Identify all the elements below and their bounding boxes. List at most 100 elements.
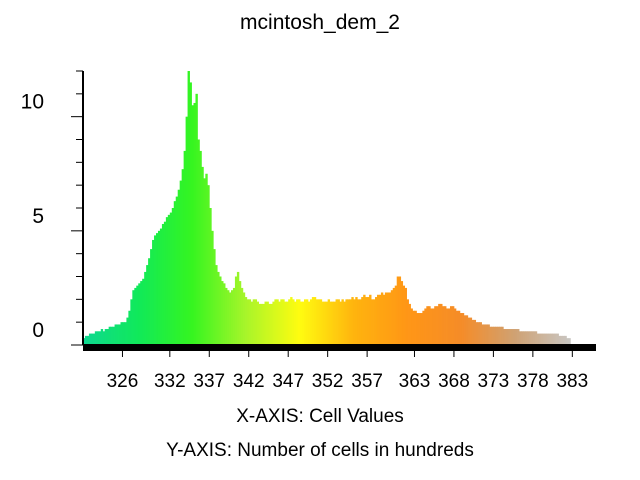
histogram-bar xyxy=(422,310,425,345)
histogram-bar xyxy=(303,299,307,345)
histogram-bar xyxy=(357,299,360,345)
histogram-bar xyxy=(455,310,459,345)
histogram-bar xyxy=(517,329,520,345)
histogram-bar xyxy=(495,326,498,345)
histogram-bar xyxy=(351,297,354,345)
histogram-bar xyxy=(177,189,181,345)
histogram-bar xyxy=(90,333,94,345)
histogram-bar xyxy=(544,333,548,345)
histogram-bar xyxy=(329,301,332,345)
histogram-bar xyxy=(566,338,569,345)
histogram-bar xyxy=(493,326,496,345)
histogram-bar xyxy=(556,333,559,345)
histogram-bar xyxy=(282,299,285,345)
histogram-bar xyxy=(134,287,137,345)
histogram-bar xyxy=(489,326,492,345)
histogram-bar xyxy=(361,297,364,345)
histogram-bar xyxy=(420,313,423,345)
histogram-bar xyxy=(501,326,504,345)
histogram-bar xyxy=(146,265,149,345)
histogram-bar xyxy=(347,299,350,345)
histogram-bar xyxy=(292,299,295,345)
histogram-bar xyxy=(199,150,202,345)
histogram-bar xyxy=(114,324,117,345)
histogram-bar xyxy=(546,333,550,345)
histogram-bar xyxy=(154,235,157,345)
histogram-bar xyxy=(181,169,185,345)
x-tick-label: 326 xyxy=(107,371,139,392)
histogram-bar xyxy=(223,283,226,345)
histogram-bar xyxy=(106,329,110,345)
histogram-bar xyxy=(173,201,177,345)
histogram-bar xyxy=(428,306,431,345)
histogram-bar xyxy=(457,310,461,345)
histogram-bar xyxy=(469,317,473,345)
histogram-bar xyxy=(471,319,475,345)
histogram-bar xyxy=(286,301,289,345)
histogram-bar xyxy=(552,333,555,345)
histogram-bar xyxy=(371,299,374,345)
histogram-bar xyxy=(418,313,421,345)
histogram-bar xyxy=(250,301,254,345)
histogram-bar xyxy=(138,283,141,345)
y-axis: 0 5 10 xyxy=(21,70,84,346)
histogram-bar xyxy=(426,306,429,345)
histogram-bar xyxy=(542,333,546,345)
histogram-bar xyxy=(373,299,376,345)
histogram-bar xyxy=(331,301,334,345)
histogram-bar xyxy=(319,299,323,345)
histogram-bar xyxy=(144,271,147,345)
histogram-bar xyxy=(132,290,135,345)
histogram-bar xyxy=(120,322,123,345)
histogram-bar xyxy=(467,317,471,345)
y-tick-label: 5 xyxy=(32,205,44,228)
histogram-bar xyxy=(321,301,325,345)
histogram-bar xyxy=(225,287,228,345)
histogram-bar xyxy=(353,299,356,345)
histogram-bar xyxy=(337,299,340,345)
histogram-bar xyxy=(459,313,463,345)
histogram-bar xyxy=(136,285,139,345)
histogram-bar xyxy=(461,313,465,345)
histogram-bar xyxy=(349,299,352,345)
histogram-bar xyxy=(300,301,303,345)
histogram-bar xyxy=(378,294,382,345)
histogram-bar xyxy=(524,331,528,345)
histogram-bar xyxy=(221,281,224,345)
histogram-bar xyxy=(262,303,265,345)
histogram-bar xyxy=(402,285,406,345)
histogram-bar xyxy=(309,299,313,345)
histogram-bar xyxy=(298,299,301,345)
histogram-bar xyxy=(268,303,271,345)
histogram-bar xyxy=(359,299,362,345)
histogram-bar xyxy=(538,333,542,345)
histogram-bar xyxy=(240,287,244,345)
histogram-bar xyxy=(548,333,552,345)
histogram-bar xyxy=(446,308,449,345)
histogram-bar xyxy=(189,82,192,346)
histogram-bar xyxy=(205,173,208,345)
histogram-bar xyxy=(382,294,386,345)
x-axis-label: X-AXIS: Cell Values xyxy=(236,406,404,427)
histogram-bar xyxy=(414,310,417,345)
histogram-bar xyxy=(270,303,273,345)
histogram-bar xyxy=(242,292,246,345)
histogram-bar xyxy=(305,299,309,345)
x-axis-minor-ticks xyxy=(83,345,596,351)
histogram-bar xyxy=(118,324,121,345)
x-tick-label: 383 xyxy=(556,371,588,392)
x-tick-label: 342 xyxy=(233,371,265,392)
histogram-bar xyxy=(256,301,259,345)
histogram-bar xyxy=(272,301,275,345)
histogram-bar xyxy=(507,329,510,345)
histogram-bar xyxy=(323,301,327,345)
histogram-bar xyxy=(232,287,236,345)
histogram-bar xyxy=(161,223,165,345)
histogram-bar xyxy=(521,331,524,345)
histogram-bar xyxy=(451,306,455,345)
histogram-bar xyxy=(258,303,261,345)
histogram-bar xyxy=(315,299,319,345)
histogram-bar xyxy=(203,178,206,345)
histogram-bar xyxy=(175,196,179,345)
